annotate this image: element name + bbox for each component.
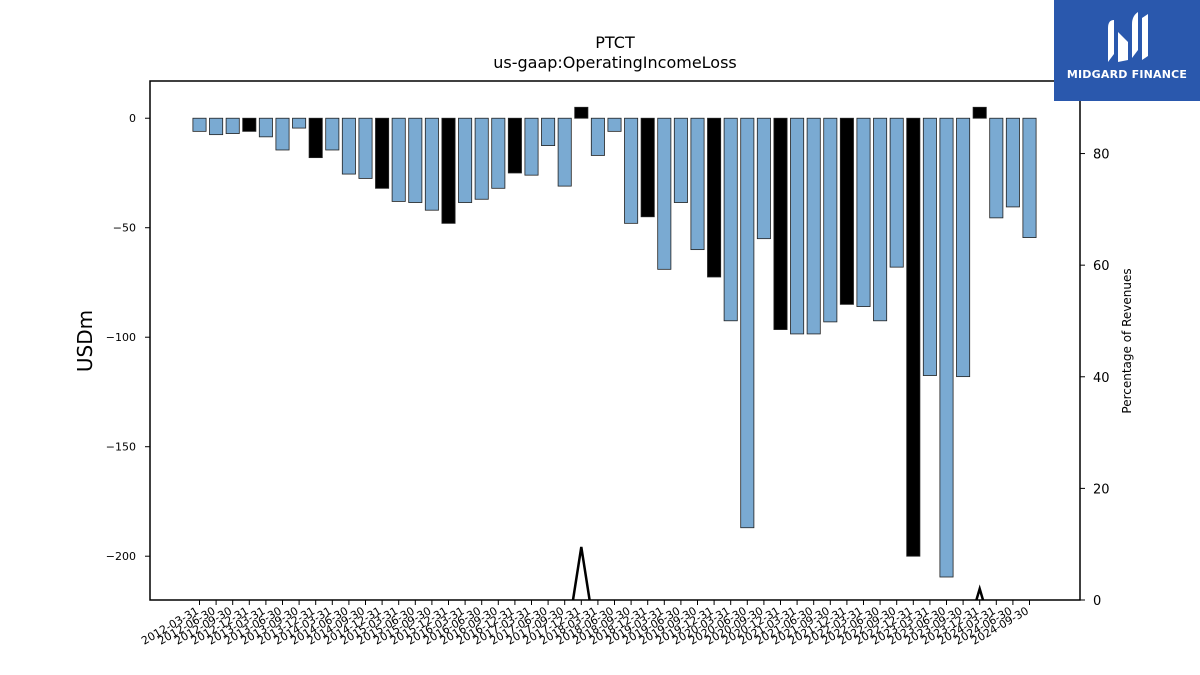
bar-2019-09-30 (690, 117, 705, 251)
bar-2013-03-31 (258, 117, 273, 138)
y2-tick-label: 80 (1093, 148, 1110, 163)
bar-2023-12-31 (972, 106, 987, 119)
chart-title: PTCT (595, 33, 635, 52)
y-tick-label: −200 (106, 550, 136, 563)
bar-2020-06-30 (740, 117, 755, 529)
bar-2013-06-30 (275, 117, 290, 151)
bar-2023-09-30 (956, 117, 971, 378)
bar-2017-09-30 (557, 117, 572, 187)
bar-2024-03-31 (989, 117, 1004, 219)
bars-group (192, 106, 1037, 578)
plot-frame (149, 80, 1081, 601)
bar-2013-12-31 (308, 117, 323, 159)
y2-tick-label: 20 (1093, 482, 1110, 497)
y2-tick-label: 40 (1093, 371, 1110, 386)
pct-line-segment-1 (571, 546, 591, 601)
bar-2021-06-30 (806, 117, 821, 335)
bar-2017-03-31 (524, 117, 539, 176)
y-tick-label: −150 (106, 441, 136, 454)
bar-2012-03-31 (192, 117, 207, 132)
bar-2021-09-30 (823, 117, 838, 323)
bar-2020-03-31 (723, 117, 738, 322)
bar-2015-09-30 (424, 117, 439, 211)
bar-2017-06-30 (541, 117, 556, 147)
bar-2012-09-30 (225, 117, 240, 134)
chart-subtitle: us-gaap:OperatingIncomeLoss (493, 53, 737, 72)
pct-line-segment-2 (975, 584, 985, 601)
bar-2023-03-31 (922, 117, 937, 376)
bar-2020-12-31 (773, 117, 788, 330)
bar-2019-12-31 (707, 117, 722, 278)
bar-2015-12-31 (441, 117, 456, 224)
bar-2024-06-30 (1005, 117, 1020, 208)
bar-2015-06-30 (408, 117, 423, 203)
bar-2015-03-31 (391, 117, 406, 202)
bar-2021-03-31 (790, 117, 805, 335)
y2-axis-label: Percentage of Revenues (1120, 268, 1134, 413)
bar-2016-06-30 (474, 117, 489, 200)
bar-2022-03-31 (856, 117, 871, 307)
bar-2018-03-31 (590, 117, 605, 156)
midgard-finance-logo: MIDGARD FINANCE (1054, 0, 1200, 101)
bar-2014-12-31 (375, 117, 390, 189)
y-axis-ticks: 0 −50 −100 −150 −200 (106, 112, 150, 563)
percentage-series (571, 546, 985, 601)
bar-2023-06-30 (939, 117, 954, 578)
bar-2018-12-31 (640, 117, 655, 218)
bar-2014-03-31 (325, 117, 340, 151)
x-axis-ticks: 2012-03-312012-06-302012-09-302012-12-31… (139, 600, 1031, 648)
bar-2012-06-30 (209, 117, 224, 136)
y-tick-label: −50 (113, 222, 136, 235)
bar-2013-09-30 (292, 117, 307, 129)
bar-2017-12-31 (574, 106, 589, 119)
y2-axis-ticks: 0 20 40 60 80 (1080, 148, 1110, 609)
bar-2018-09-30 (624, 117, 639, 224)
bar-2012-12-31 (242, 117, 257, 132)
bar-2019-03-31 (657, 117, 672, 270)
y-tick-label: −100 (106, 331, 136, 344)
y2-tick-label: 0 (1093, 594, 1101, 609)
y-tick-label: 0 (129, 112, 136, 125)
bar-2014-06-30 (341, 117, 356, 175)
y-axis-label: USDm (73, 310, 97, 372)
y2-tick-label: 60 (1093, 259, 1110, 274)
bar-2022-06-30 (873, 117, 888, 322)
bar-2020-09-30 (756, 117, 771, 240)
bar-2014-09-30 (358, 117, 373, 179)
bar-2016-12-31 (507, 117, 522, 174)
bar-2024-09-30 (1022, 117, 1037, 238)
midgard-m-logo-icon (1108, 12, 1148, 62)
bar-2019-06-30 (673, 117, 688, 203)
bar-2021-12-31 (839, 117, 854, 305)
logo-text: MIDGARD FINANCE (1066, 68, 1188, 81)
bar-2016-09-30 (491, 117, 506, 189)
bar-2018-06-30 (607, 117, 622, 132)
bar-2022-12-31 (906, 117, 921, 557)
bar-2022-09-30 (889, 117, 904, 268)
bar-2016-03-31 (458, 117, 473, 203)
